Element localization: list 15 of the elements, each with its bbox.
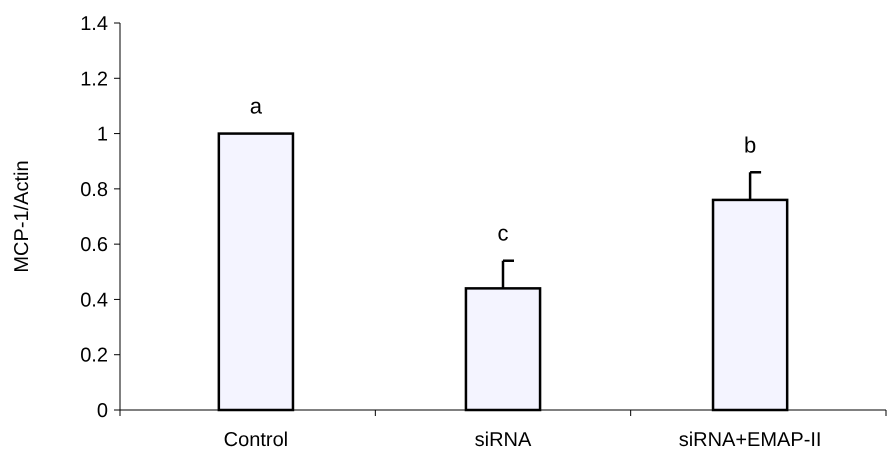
y-tick-label: 0.6 bbox=[80, 234, 108, 256]
y-tick-label: 0.8 bbox=[80, 178, 108, 201]
x-tick-label: siRNA bbox=[474, 429, 532, 451]
annotation: c bbox=[498, 220, 508, 246]
y-axis-title: MCP-1/Actin bbox=[11, 160, 33, 273]
annotation: b bbox=[744, 132, 756, 158]
y-tick-label: 0.2 bbox=[80, 344, 108, 367]
y-tick-label: 1.2 bbox=[80, 68, 108, 90]
y-tick-label: 0 bbox=[96, 400, 108, 422]
x-tick-label: Control bbox=[224, 429, 288, 451]
y-tick-label: 1 bbox=[96, 124, 108, 146]
y-tick-label: 0.4 bbox=[80, 289, 108, 312]
y-tick-label: 1.4 bbox=[80, 13, 108, 35]
x-tick-label: siRNA+EMAP-II bbox=[678, 429, 822, 451]
annotation: a bbox=[250, 94, 263, 119]
